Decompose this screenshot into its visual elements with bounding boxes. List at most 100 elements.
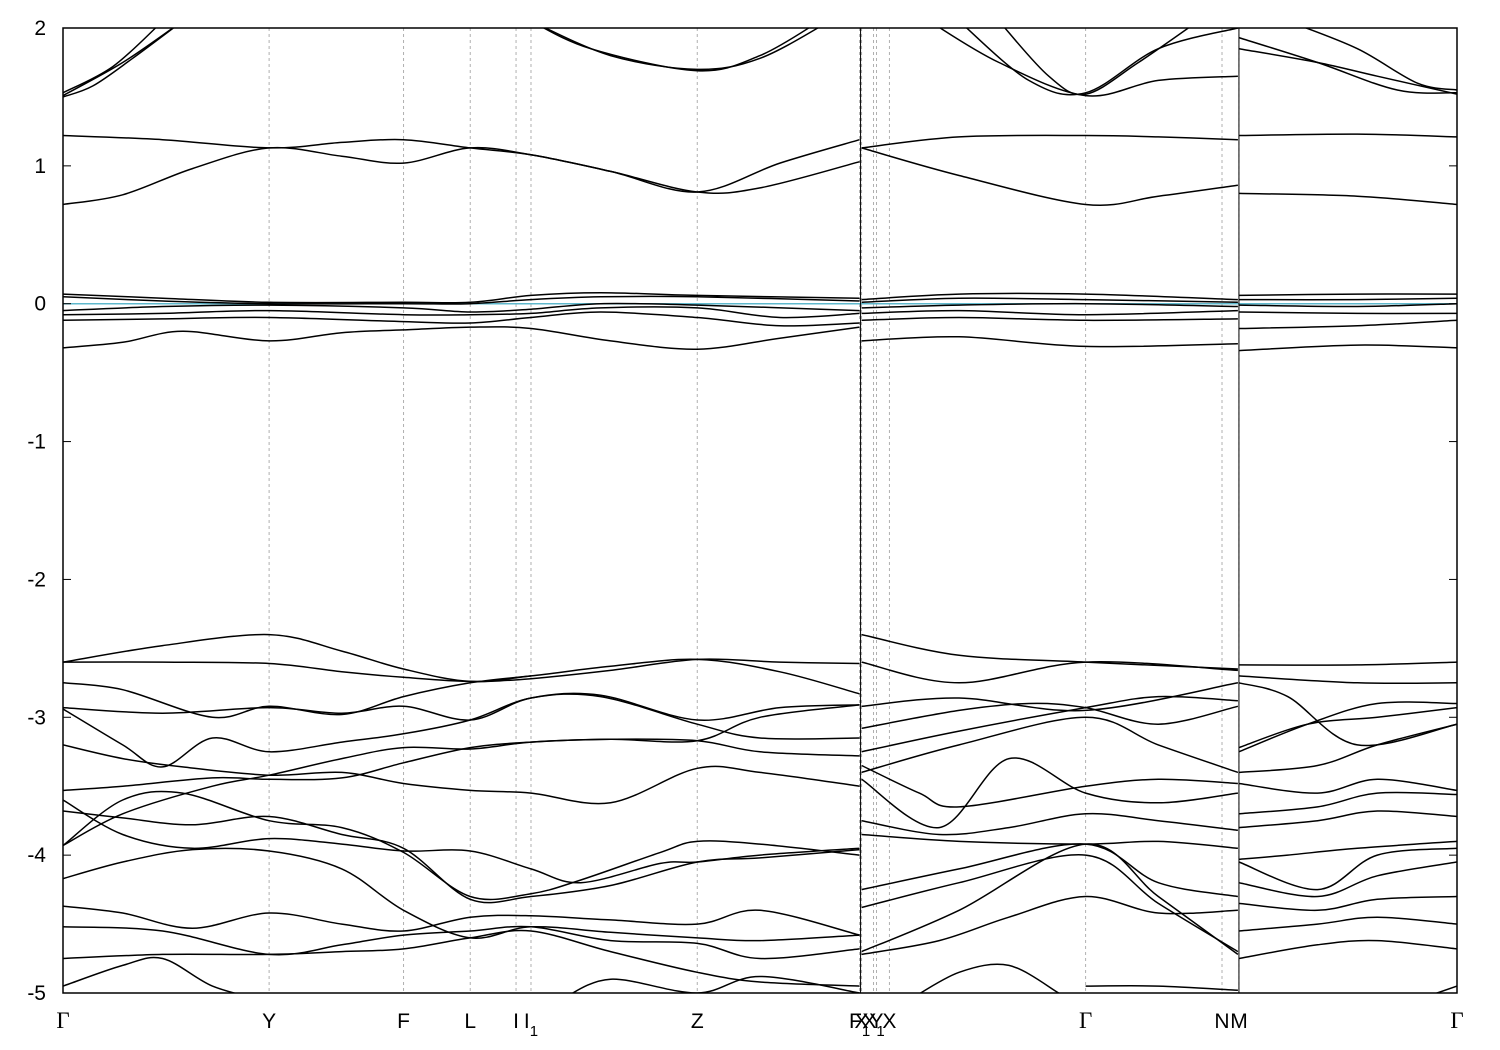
band-line-63 <box>1238 297 1457 301</box>
band-line-14 <box>63 658 860 683</box>
band-line-11 <box>63 311 860 327</box>
x-tick-label-11: X <box>882 1010 896 1033</box>
band-line-27 <box>63 929 860 987</box>
band-line-37 <box>861 302 1238 309</box>
band-line-62 <box>1238 293 1457 297</box>
y-tick-label-6: -4 <box>27 844 46 867</box>
x-tick-label-15: Γ <box>1450 1008 1463 1033</box>
band-line-33 <box>965 28 1239 96</box>
band-line-51 <box>861 843 1239 898</box>
x-tick-sub-10: 1 <box>876 1023 884 1040</box>
x-tick-label-13: N <box>1214 1010 1229 1033</box>
band-line-72 <box>1238 701 1457 753</box>
band-line-59 <box>1238 47 1457 95</box>
band-line-31 <box>861 147 1239 206</box>
x-tick-sub-5: 1 <box>530 1023 538 1040</box>
band-line-70 <box>1238 682 1457 747</box>
band-line-20 <box>63 738 860 847</box>
x-tick-label-9: Y <box>869 1010 883 1033</box>
band-line-26 <box>63 925 860 960</box>
grid-lines <box>268 28 1240 993</box>
band-line-21 <box>63 790 860 901</box>
band-line-41 <box>861 633 1238 670</box>
band-line-49 <box>861 812 1238 836</box>
band-line-30 <box>861 134 1238 149</box>
band-line-50 <box>861 833 1238 850</box>
band-line-54 <box>861 895 1238 956</box>
x-tick-label-12: Γ <box>1079 1008 1092 1033</box>
band-line-22 <box>63 799 860 884</box>
band-line-23 <box>63 810 860 904</box>
band-line-57 <box>1238 133 1457 138</box>
band-line-34 <box>1003 28 1190 96</box>
band-line-16 <box>63 693 860 740</box>
band-line-74 <box>1238 778 1457 794</box>
y-tick-label-2: 0 <box>34 293 46 316</box>
band-line-17 <box>63 692 860 768</box>
band-line-9 <box>63 302 860 313</box>
band-line-67 <box>1238 344 1457 352</box>
x-tick-label-8: X <box>855 1010 869 1033</box>
band-line-45 <box>861 695 1238 753</box>
y-tick-label-7: -5 <box>27 982 46 1005</box>
band-line-61 <box>1304 28 1457 91</box>
x-tick-label-0: Γ <box>56 1008 69 1033</box>
segment-dividers <box>860 28 1240 993</box>
band-line-0 <box>63 28 157 94</box>
band-line-78 <box>1238 847 1457 891</box>
band-line-81 <box>1238 916 1457 932</box>
band-line-75 <box>1238 791 1457 815</box>
band-line-18 <box>63 744 860 805</box>
y-tick-label-0: 2 <box>34 17 46 40</box>
band-line-53 <box>861 843 1239 956</box>
band-line-69 <box>1238 675 1457 685</box>
band-line-43 <box>861 682 1239 712</box>
band-line-47 <box>861 764 1238 808</box>
band-line-46 <box>861 716 1239 774</box>
band-line-25 <box>63 905 860 936</box>
x-tick-label-14: M <box>1230 1010 1248 1033</box>
band-line-10 <box>63 306 860 319</box>
band-line-6 <box>542 28 811 72</box>
band-line-32 <box>938 28 1238 97</box>
band-line-44 <box>861 702 1239 730</box>
band-line-4 <box>63 146 860 206</box>
band-line-35 <box>861 292 1238 301</box>
band-line-24 <box>63 847 860 942</box>
y-tick-label-1: 1 <box>34 155 46 178</box>
plot-frame <box>62 27 1458 994</box>
band-line-8 <box>63 295 860 305</box>
band-line-5 <box>543 28 820 71</box>
x-tick-label-5: I1 <box>524 1010 538 1040</box>
y-tick-label-3: -1 <box>27 431 46 454</box>
band-line-60 <box>1238 36 1457 94</box>
band-line-39 <box>861 316 1238 322</box>
band-line-3 <box>63 134 860 193</box>
y-axis: 2 1 0 -1 -2 -3 -4 -5 <box>27 17 1457 1005</box>
band-series <box>63 28 1457 993</box>
band-line-83 <box>1434 985 1457 993</box>
x-tick-label-3: L <box>464 1010 476 1033</box>
band-line-40 <box>861 335 1238 348</box>
band-line-42 <box>861 661 1238 684</box>
x-tick-label-4: I <box>513 1010 519 1033</box>
band-line-2 <box>63 28 175 98</box>
band-line-36 <box>861 297 1238 304</box>
band-line-7 <box>63 291 860 304</box>
band-line-48 <box>861 757 1238 829</box>
band-line-58 <box>1238 192 1457 206</box>
band-line-12 <box>63 326 860 350</box>
band-line-66 <box>1238 319 1457 330</box>
band-line-71 <box>1238 706 1457 749</box>
y-tick-label-4: -2 <box>27 568 46 591</box>
x-tick-sub-7: 1 <box>862 1023 870 1040</box>
band-line-55 <box>919 963 1060 993</box>
band-line-76 <box>1238 810 1457 829</box>
band-line-68 <box>1238 661 1457 666</box>
band-line-52 <box>861 854 1239 953</box>
y-tick-label-5: -3 <box>27 706 46 729</box>
band-line-15 <box>63 675 532 719</box>
x-tick-label-2: F <box>397 1010 410 1033</box>
